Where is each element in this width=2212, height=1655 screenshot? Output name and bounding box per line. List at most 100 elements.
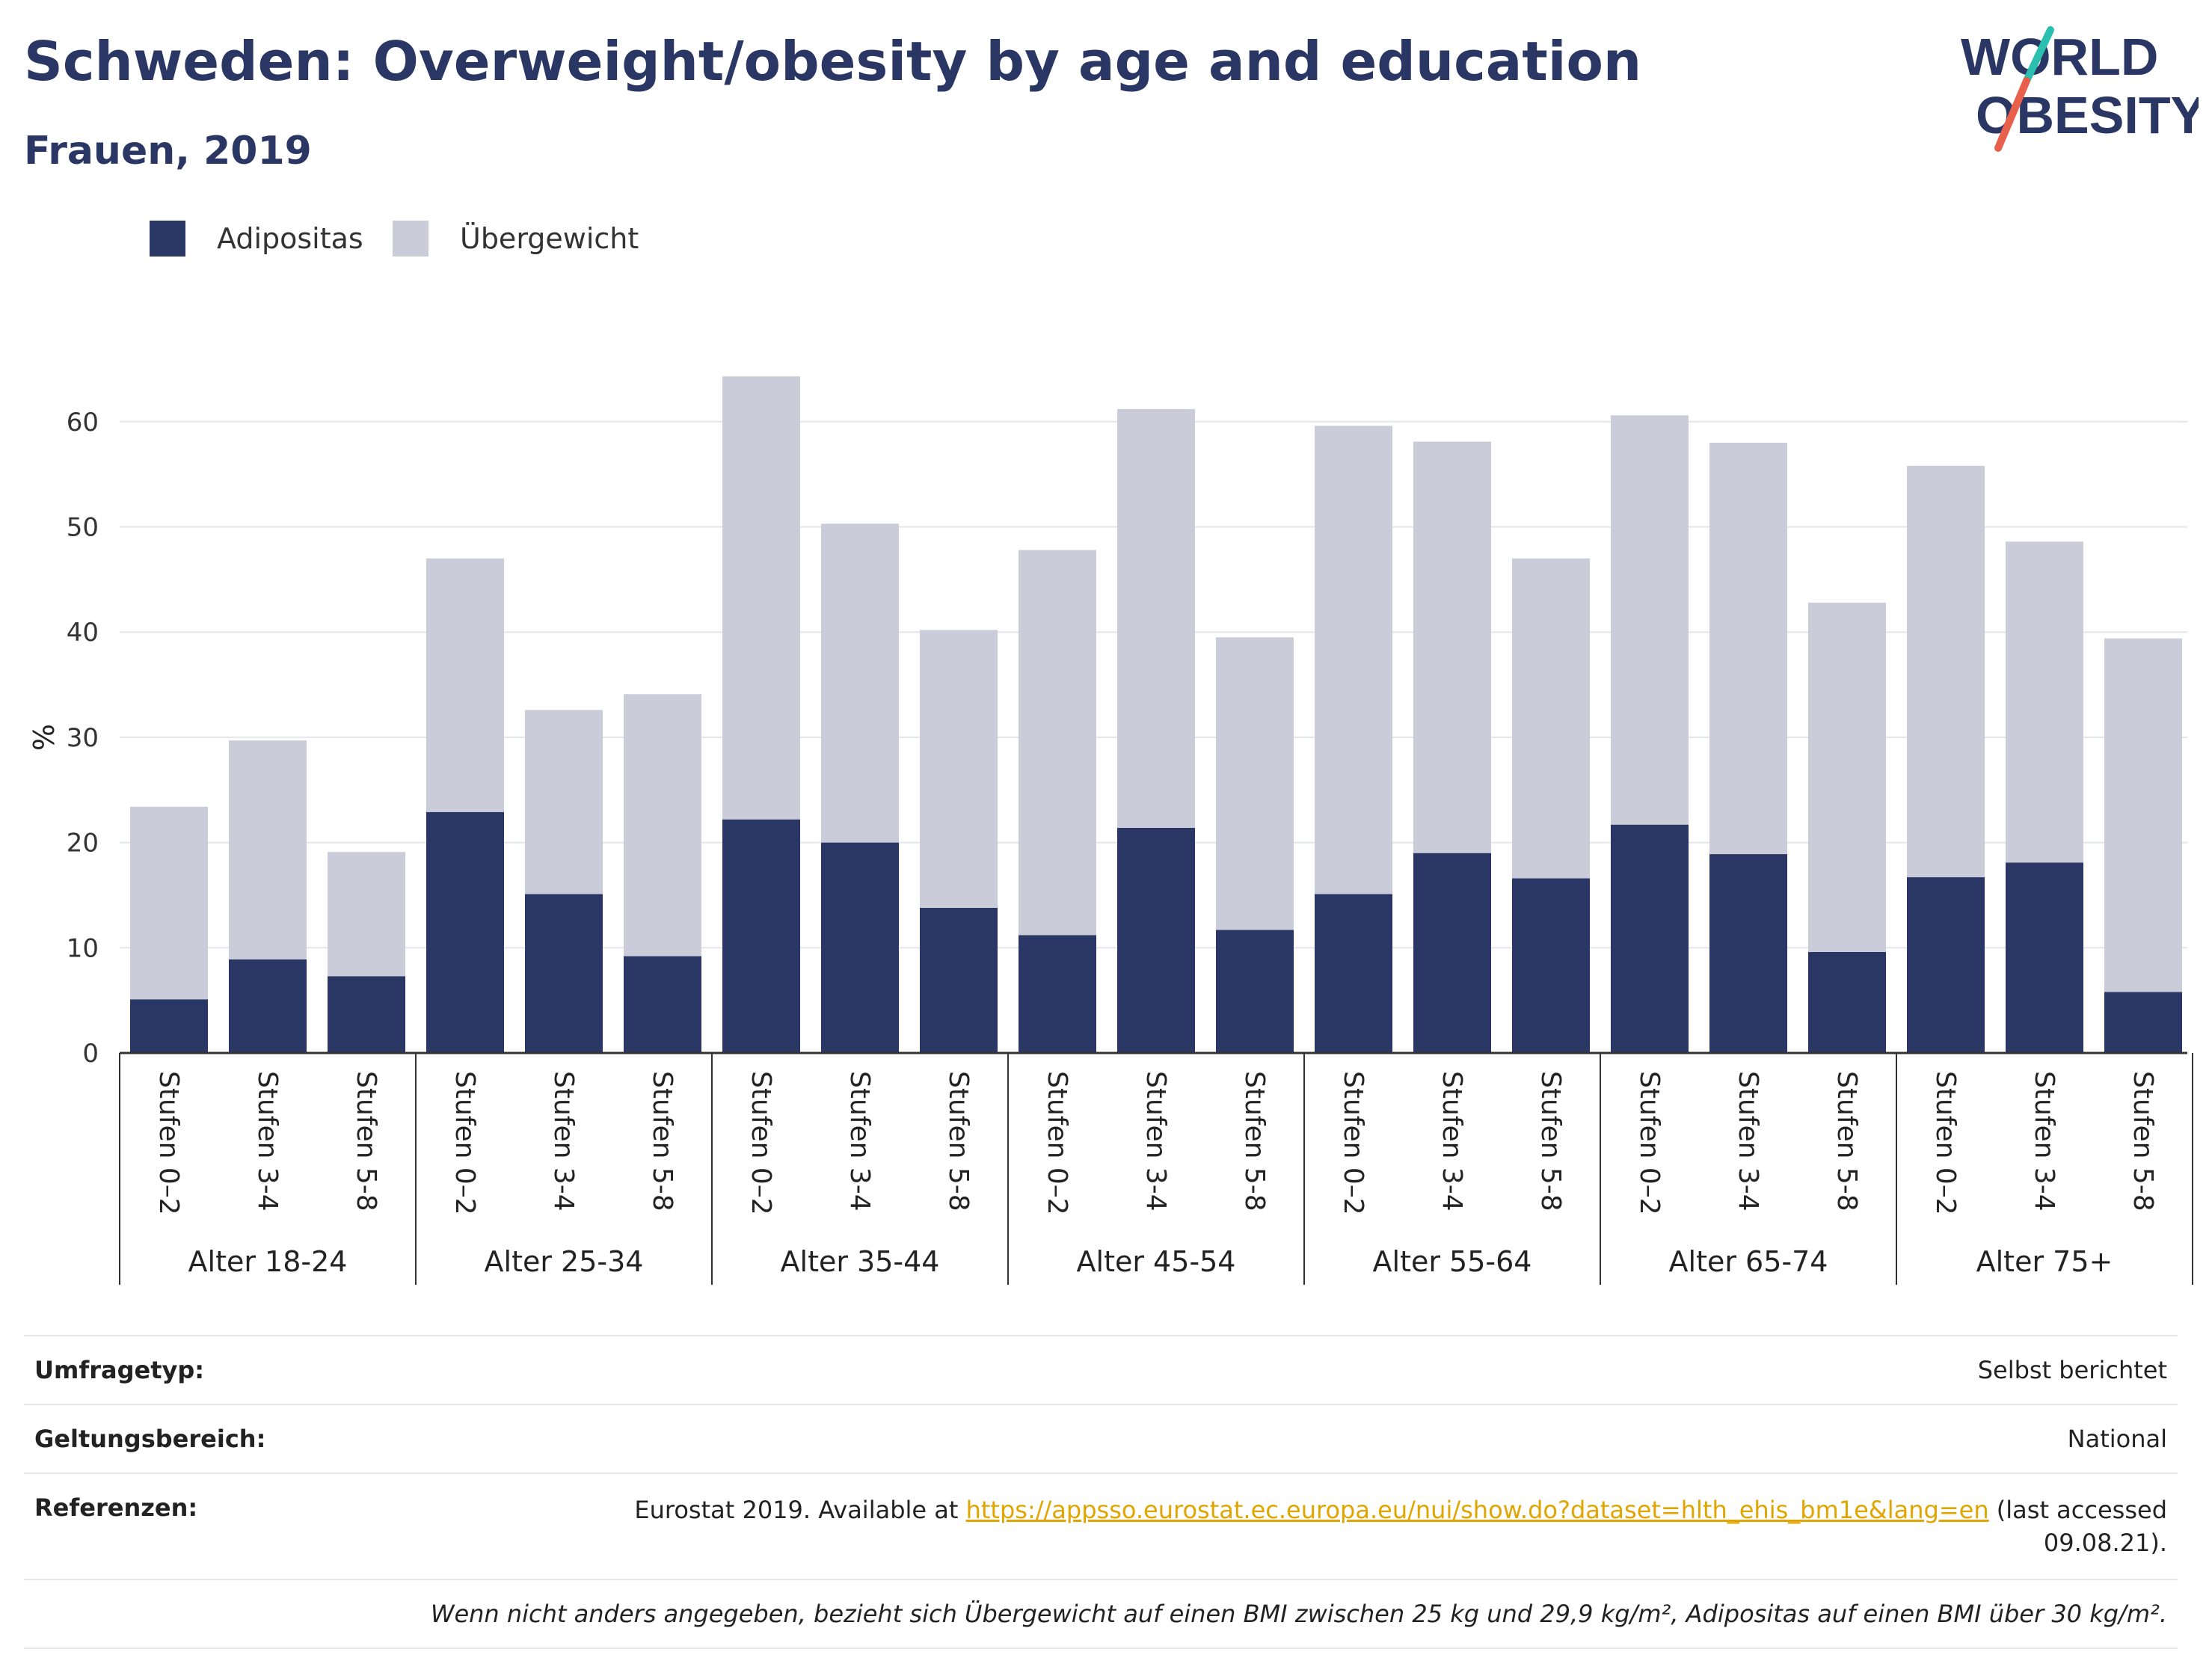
group-label: Alter 18-24 <box>188 1245 348 1278</box>
bar-uebergewicht <box>1216 637 1294 930</box>
chart-subtitle: Frauen, 2019 <box>24 129 312 174</box>
bar-uebergewicht <box>1611 415 1689 825</box>
bar-adipositas <box>130 999 208 1053</box>
bar-adipositas <box>1019 935 1096 1053</box>
bar-adipositas <box>1709 854 1787 1053</box>
x-tick-label: Stufen 5-8 <box>647 1071 678 1212</box>
bar-adipositas <box>1315 894 1392 1053</box>
group-label: Alter 75+ <box>1976 1245 2113 1278</box>
bar-adipositas <box>1907 877 1985 1053</box>
bar-uebergewicht <box>920 630 998 908</box>
bar-adipositas <box>525 894 603 1053</box>
info-table: Umfragetyp: Selbst berichtet Geltungsber… <box>24 1335 2178 1649</box>
bar-adipositas <box>328 976 405 1053</box>
y-tick-label: 0 <box>82 1039 99 1069</box>
x-tick-label: Stufen 3-4 <box>1437 1071 1467 1212</box>
x-tick-label: Stufen 3-4 <box>1733 1071 1763 1212</box>
info-row-note: Wenn nicht anders angegeben, bezieht sic… <box>24 1579 2178 1649</box>
bar-uebergewicht <box>722 376 800 820</box>
x-tick-label: Stufen 0–2 <box>153 1071 184 1215</box>
bar-uebergewicht <box>2104 638 2182 992</box>
x-tick-label: Stufen 5-8 <box>1535 1071 1566 1212</box>
legend-item-adipositas[interactable]: Adipositas <box>150 221 363 257</box>
bar-adipositas <box>1413 853 1491 1053</box>
x-tick-label: Stufen 5-8 <box>2127 1071 2158 1212</box>
x-tick-label: Stufen 0–2 <box>746 1071 776 1215</box>
info-row-references: Referenzen: Eurostat 2019. Available at … <box>24 1473 2178 1579</box>
x-tick-label: Stufen 3-4 <box>2029 1071 2059 1212</box>
references-suffix: (last accessed 09.08.21). <box>1988 1496 2167 1557</box>
bar-adipositas <box>1611 824 1689 1053</box>
bar-uebergewicht <box>1709 442 1787 855</box>
x-tick-label: Stufen 0–2 <box>1042 1071 1072 1215</box>
legend-item-uebergewicht[interactable]: Übergewicht <box>393 221 639 257</box>
definition-note: Wenn nicht anders angegeben, bezieht sic… <box>430 1600 2167 1628</box>
bar-adipositas <box>624 956 701 1053</box>
x-tick-label: Stufen 0–2 <box>449 1071 480 1215</box>
bar-adipositas <box>1808 951 1886 1053</box>
bar-adipositas <box>1512 878 1590 1053</box>
group-label: Alter 55-64 <box>1373 1245 1532 1278</box>
bar-adipositas <box>426 811 504 1053</box>
y-tick-label: 60 <box>67 408 99 437</box>
legend-label-uebergewicht: Übergewicht <box>460 222 639 255</box>
y-tick-label: 10 <box>67 933 99 963</box>
y-tick-label: 40 <box>67 618 99 648</box>
references-value: Eurostat 2019. Available at https://apps… <box>522 1493 2167 1559</box>
bar-adipositas <box>1117 827 1195 1053</box>
group-label: Alter 25-34 <box>485 1245 644 1278</box>
bar-adipositas <box>920 907 998 1053</box>
stacked-bar-chart: 0 10 20 30 40 50 60% Stufen 0–2 Stufen 3-4 Stufen… <box>28 376 2193 1285</box>
svg-text:WORLD: WORLD <box>1961 28 2158 86</box>
survey-type-value: Selbst berichtet <box>1977 1356 2167 1384</box>
bar-adipositas <box>722 819 800 1053</box>
y-axis-label: % <box>28 724 61 751</box>
bar-uebergewicht <box>1315 426 1392 894</box>
x-tick-label: Stufen 5-8 <box>351 1071 381 1212</box>
references-label: Referenzen: <box>34 1493 198 1522</box>
bar-adipositas <box>1216 930 1294 1053</box>
bar-uebergewicht <box>426 558 504 812</box>
bar-uebergewicht <box>2006 541 2083 863</box>
bar-uebergewicht <box>328 852 405 977</box>
legend-label-adipositas: Adipositas <box>217 222 363 255</box>
references-link[interactable]: https://appsso.eurostat.ec.europa.eu/nui… <box>965 1496 1989 1524</box>
y-tick-label: 20 <box>67 829 99 859</box>
bar-uebergewicht <box>624 694 701 957</box>
group-label: Alter 65-74 <box>1669 1245 1828 1278</box>
bar-uebergewicht <box>1512 558 1590 879</box>
info-row-survey-type: Umfragetyp: Selbst berichtet <box>24 1335 2178 1404</box>
bar-uebergewicht <box>821 523 899 843</box>
x-tick-label: Stufen 3-4 <box>1140 1071 1171 1212</box>
group-label: Alter 45-54 <box>1077 1245 1236 1278</box>
bar-uebergewicht <box>130 806 208 1000</box>
x-tick-label: Stufen 3-4 <box>252 1071 283 1212</box>
references-prefix: Eurostat 2019. Available at <box>634 1496 966 1524</box>
x-tick-label: Stufen 3-4 <box>548 1071 579 1212</box>
x-tick-label: Stufen 0–2 <box>1930 1071 1961 1215</box>
group-label: Alter 35-44 <box>781 1245 940 1278</box>
bar-adipositas <box>229 959 307 1053</box>
survey-type-label: Umfragetyp: <box>34 1356 205 1384</box>
bar-uebergewicht <box>1413 441 1491 853</box>
x-tick-label: Stufen 5-8 <box>1239 1071 1270 1212</box>
coverage-value: National <box>2067 1425 2167 1453</box>
legend-swatch-adipositas <box>150 221 185 257</box>
bar-adipositas <box>821 842 899 1053</box>
bar-adipositas <box>2006 862 2083 1053</box>
y-tick-label: 50 <box>67 513 99 543</box>
world-obesity-logo: WORLD OBESITY <box>1961 26 2199 152</box>
x-tick-label: Stufen 5-8 <box>943 1071 974 1212</box>
x-tick-label: Stufen 3-4 <box>844 1071 875 1212</box>
bar-uebergewicht <box>1019 550 1096 936</box>
x-tick-label: Stufen 0–2 <box>1634 1071 1665 1215</box>
bar-uebergewicht <box>1907 465 1985 878</box>
bar-uebergewicht <box>1808 602 1886 952</box>
x-tick-label: Stufen 5-8 <box>1831 1071 1862 1212</box>
y-tick-label: 30 <box>67 723 99 753</box>
coverage-label: Geltungsbereich: <box>34 1425 266 1453</box>
x-tick-label: Stufen 0–2 <box>1338 1071 1368 1215</box>
info-row-coverage: Geltungsbereich: National <box>24 1404 2178 1473</box>
legend-swatch-uebergewicht <box>393 221 428 257</box>
bar-uebergewicht <box>1117 408 1195 828</box>
